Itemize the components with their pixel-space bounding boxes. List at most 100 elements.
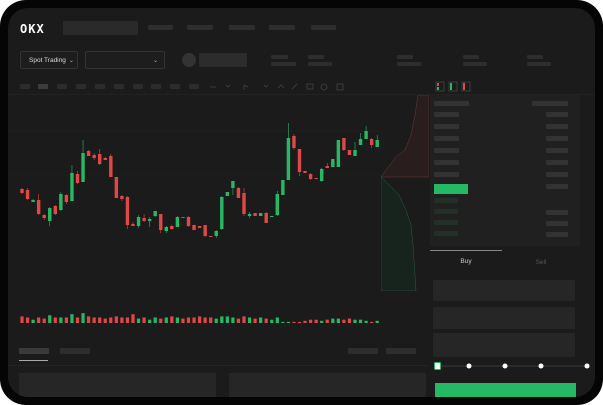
candle-body [192, 225, 196, 230]
stat-value [527, 62, 551, 66]
chevron-down-icon[interactable] [225, 84, 231, 88]
okx-logo[interactable]: OKX [20, 22, 45, 36]
volume-bar [175, 317, 179, 323]
fullscreen-icon[interactable] [336, 83, 344, 91]
stat-label [397, 55, 413, 59]
candle-body [114, 177, 119, 198]
open-orders-tab[interactable] [19, 348, 49, 354]
candle [159, 214, 163, 233]
timeframe-button[interactable] [57, 84, 67, 89]
candle [197, 226, 202, 228]
candle [369, 138, 374, 148]
candle-body [242, 193, 246, 214]
timeframe-button[interactable] [189, 84, 199, 89]
candle-body [314, 178, 318, 179]
settings-icon[interactable] [320, 83, 328, 91]
buy-tab[interactable]: Buy [460, 258, 472, 265]
bid-price [434, 220, 458, 225]
amount-input[interactable] [433, 307, 575, 329]
volume-bar [109, 317, 113, 323]
candle-body [70, 173, 74, 201]
volume-bar [181, 318, 185, 323]
nav-item[interactable] [229, 25, 255, 30]
both-sides-icon[interactable] [435, 81, 445, 92]
chevron-down-icon[interactable] [263, 84, 269, 88]
candle [258, 213, 263, 216]
timeframe-button[interactable] [114, 84, 124, 89]
camera-icon[interactable] [306, 83, 314, 90]
percent-slider[interactable] [433, 360, 593, 372]
nav-item[interactable] [187, 25, 213, 30]
total-input[interactable] [433, 333, 575, 357]
volume-bar [209, 317, 213, 323]
pencil-icon[interactable] [291, 83, 298, 90]
volume-bar [148, 319, 152, 323]
timeframe-button[interactable] [38, 84, 48, 89]
buy-submit-button[interactable] [435, 383, 576, 397]
candle-body [220, 197, 224, 229]
timeframe-button[interactable] [76, 84, 86, 89]
order-history-tab[interactable] [60, 348, 90, 354]
timeframe-button[interactable] [151, 84, 161, 89]
candlestick-chart[interactable] [8, 95, 428, 335]
filter-button[interactable] [386, 348, 416, 354]
pair-select[interactable]: ⌄ [85, 51, 165, 69]
indicator-icon[interactable] [243, 84, 249, 90]
asks-only-icon[interactable] [461, 81, 471, 92]
candle-body [209, 236, 213, 237]
candle-body [303, 171, 307, 173]
nav-item[interactable] [148, 25, 173, 30]
stat-value [463, 62, 487, 66]
search-bar[interactable] [63, 21, 138, 35]
candle [209, 236, 213, 237]
timeframe-button[interactable] [170, 84, 180, 89]
ask-price [434, 148, 459, 153]
candle-body [358, 139, 363, 145]
candle [186, 216, 191, 227]
volume-bar [198, 316, 202, 323]
bid-price [434, 209, 458, 214]
price-input[interactable] [433, 280, 575, 301]
volume-bar [131, 314, 135, 323]
timeframe-button[interactable] [133, 84, 143, 89]
slider-mark-100[interactable] [584, 363, 590, 369]
active-tab-underline [430, 250, 502, 251]
candle [297, 149, 302, 176]
candle [375, 135, 379, 147]
market-select[interactable]: Spot Trading ⌄ [20, 51, 78, 69]
sell-tab[interactable]: Sell [535, 259, 547, 266]
drawing-tools [210, 83, 344, 91]
bids-only-icon[interactable] [448, 81, 458, 92]
stat-label [463, 55, 479, 59]
candle [131, 222, 135, 226]
candle [75, 171, 80, 184]
divider [8, 365, 428, 366]
candle-body [253, 213, 257, 216]
candle-body [286, 138, 291, 180]
slider-mark-25[interactable] [466, 363, 472, 369]
candle-body [342, 138, 346, 150]
timeframe-button[interactable] [95, 84, 105, 89]
volume-bar [297, 321, 302, 323]
timeframe-button[interactable] [20, 84, 30, 89]
volume-bar [270, 319, 274, 323]
candle-body [75, 174, 80, 183]
volume-bar [64, 317, 68, 323]
slider-handle[interactable] [434, 362, 441, 370]
volume-bar [120, 317, 124, 323]
slider-mark-75[interactable] [538, 363, 544, 369]
slider-mark-50[interactable] [502, 363, 508, 369]
nav-item[interactable] [269, 25, 295, 30]
stat-label [271, 55, 288, 59]
line-tool-icon[interactable] [277, 84, 285, 89]
pair-avatar [182, 53, 196, 67]
volume-bar [364, 320, 368, 323]
candle [181, 217, 185, 218]
ask-price [434, 160, 459, 165]
nav-item[interactable] [311, 25, 336, 30]
filter-button[interactable] [348, 348, 378, 354]
depth-asks-area [381, 95, 429, 178]
volume-bar [142, 317, 146, 323]
candle-body [86, 151, 91, 156]
